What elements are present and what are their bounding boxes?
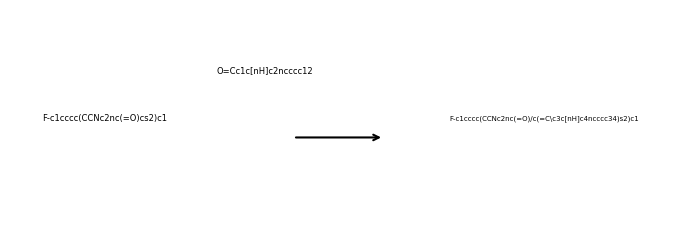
Text: F-c1cccc(CCNc2nc(=O)cs2)c1: F-c1cccc(CCNc2nc(=O)cs2)c1 bbox=[42, 114, 168, 123]
Text: O=Cc1c[nH]c2ncccc12: O=Cc1c[nH]c2ncccc12 bbox=[217, 67, 313, 76]
Text: F-c1cccc(CCNc2nc(=O)/c(=C\c3c[nH]c4ncccc34)s2)c1: F-c1cccc(CCNc2nc(=O)/c(=C\c3c[nH]c4ncccc… bbox=[450, 115, 639, 122]
